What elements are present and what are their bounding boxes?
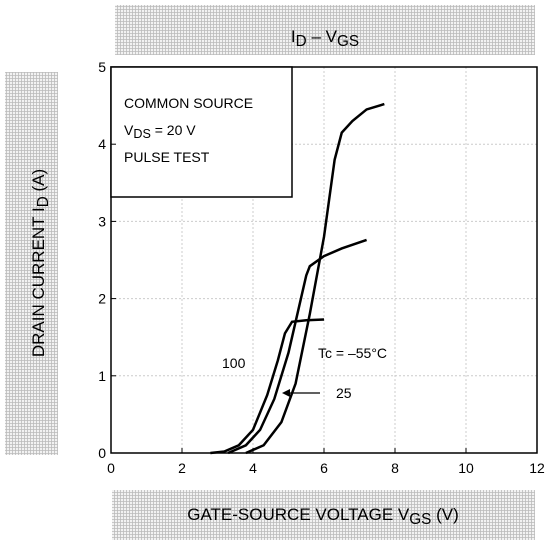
y-axis-label: DRAIN CURRENT ID (A) <box>29 169 52 357</box>
title-box <box>115 5 535 55</box>
series-line <box>245 102 385 455</box>
y-tick-label: 3 <box>98 213 106 229</box>
ylabel-box <box>5 72 58 455</box>
chart-title-part: I <box>291 27 296 46</box>
series-label: 25 <box>336 385 352 401</box>
condition-text-sub: DS <box>133 127 151 141</box>
series-label: 100 <box>222 355 246 371</box>
y-axis-label-part: DRAIN CURRENT I <box>29 207 48 357</box>
series-label: Tc = –55°C <box>318 345 387 361</box>
y-tick-label: 2 <box>98 291 106 307</box>
conditions-box <box>110 66 293 198</box>
y-tick-label: 0 <box>98 445 106 461</box>
condition-text-part: V <box>124 122 134 138</box>
chart-title-sub: GS <box>337 33 359 50</box>
x-axis-label-part: (V) <box>431 505 458 524</box>
condition-text: COMMON SOURCE <box>124 95 253 111</box>
x-tick-label: 12 <box>529 460 545 476</box>
condition-text: PULSE TEST <box>124 149 210 165</box>
condition-text: VDS = 20 V <box>124 122 196 141</box>
x-axis-label: GATE-SOURCE VOLTAGE VGS (V) <box>187 505 458 528</box>
y-tick-label: 1 <box>98 368 106 384</box>
y-tick-label: 5 <box>98 59 106 75</box>
chart-title-part: – V <box>307 27 338 46</box>
condition-text-part: COMMON SOURCE <box>124 95 253 111</box>
y-axis-label-sub: D <box>35 196 52 207</box>
x-tick-label: 2 <box>178 460 186 476</box>
x-tick-label: 0 <box>107 460 115 476</box>
y-tick-label: 4 <box>98 136 106 152</box>
condition-text-part: PULSE TEST <box>124 149 210 165</box>
chart-title: ID – VGS <box>291 27 359 50</box>
x-tick-label: 4 <box>249 460 257 476</box>
x-tick-label: 10 <box>458 460 474 476</box>
arrow-head <box>282 389 290 397</box>
condition-text-part: = 20 V <box>151 122 196 138</box>
xlabel-box <box>112 490 535 540</box>
x-axis-label-part: GATE-SOURCE VOLTAGE V <box>187 505 410 524</box>
chart-title-sub: D <box>296 33 307 50</box>
x-tick-label: 6 <box>320 460 328 476</box>
x-tick-label: 8 <box>391 460 399 476</box>
series-line <box>210 318 325 455</box>
y-axis-label-part: (A) <box>29 169 48 196</box>
x-axis-label-sub: GS <box>409 511 431 528</box>
series-line <box>227 238 368 455</box>
